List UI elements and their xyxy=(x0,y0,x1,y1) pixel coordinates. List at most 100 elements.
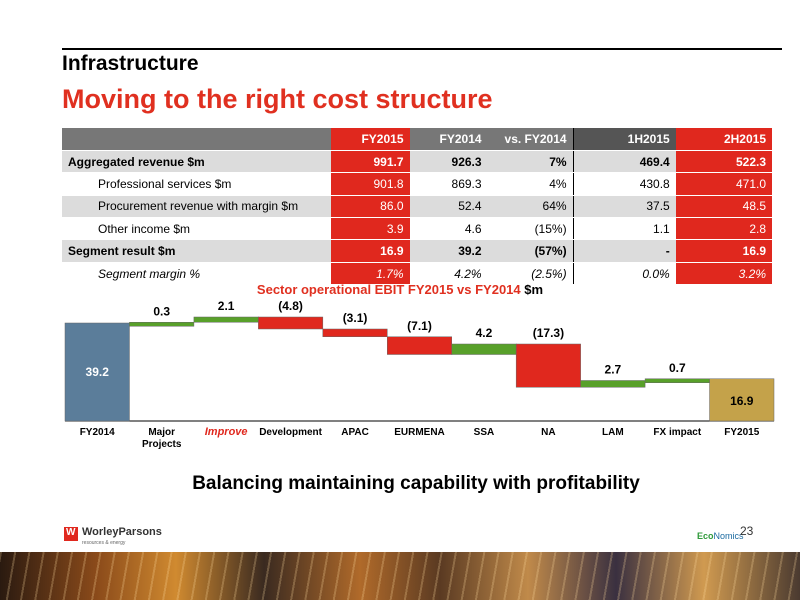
table-cell: 4.2% xyxy=(409,262,488,286)
table-cell: (15%) xyxy=(487,217,574,241)
table-header-cell xyxy=(62,128,332,151)
data-label: (7.1) xyxy=(407,319,432,333)
table-header-cell: FY2014 xyxy=(409,128,488,151)
row-label: Other income $m xyxy=(62,217,332,241)
table-row: Segment result $m 16.9 39.2 (57%) - 16.9 xyxy=(62,239,772,263)
waterfall-bar xyxy=(193,316,259,323)
table-header-cell: vs. FY2014 xyxy=(487,128,574,151)
section-title: Infrastructure xyxy=(62,52,199,75)
waterfall-bar xyxy=(64,322,130,422)
waterfall-bar xyxy=(644,378,710,383)
table-cell: 16.9 xyxy=(331,239,410,263)
page-title: Moving to the right cost structure xyxy=(62,84,493,114)
table-row: Professional services $m 901.8 869.3 4% … xyxy=(62,172,772,196)
table-cell: 1.1 xyxy=(573,217,676,241)
table-header-cell: FY2015 xyxy=(331,128,410,151)
row-label: Aggregated revenue $m xyxy=(62,150,332,174)
category-label: FY2015 xyxy=(724,427,759,438)
worleyparsons-logo-icon xyxy=(64,527,78,541)
table-cell: 522.3 xyxy=(675,150,772,174)
category-label: EURMENA xyxy=(394,427,445,438)
header-rule xyxy=(62,48,782,50)
table-cell: 926.3 xyxy=(409,150,488,174)
data-label: (4.8) xyxy=(278,299,303,313)
table-cell: 4.6 xyxy=(409,217,488,241)
table-cell: 52.4 xyxy=(409,195,488,219)
table-cell: 4% xyxy=(487,172,574,196)
table-cell: 16.9 xyxy=(675,239,772,263)
waterfall-bar xyxy=(258,316,324,330)
table-cell: 3.9 xyxy=(331,217,410,241)
waterfall-bar xyxy=(515,343,581,388)
data-label: 2.1 xyxy=(218,299,235,313)
category-label: Major xyxy=(148,427,175,438)
table-row: Segment margin % 1.7% 4.2% (2.5%) 0.0% 3… xyxy=(62,262,772,286)
table-cell: 7% xyxy=(487,150,574,174)
table-cell: 48.5 xyxy=(675,195,772,219)
data-label: 0.7 xyxy=(669,361,686,375)
data-label: (3.1) xyxy=(343,311,368,325)
table-row: Other income $m 3.9 4.6 (15%) 1.1 2.8 xyxy=(62,217,772,241)
table-cell: 901.8 xyxy=(331,172,410,196)
table-cell: 471.0 xyxy=(675,172,772,196)
data-label: (17.3) xyxy=(533,326,564,340)
chart-title-text: Sector operational EBIT FY2015 vs FY2014 xyxy=(256,282,521,297)
category-label: FY2014 xyxy=(80,427,115,438)
data-label: 4.2 xyxy=(476,326,493,340)
economics-logo-prefix: Eco xyxy=(697,531,714,541)
tagline: Balancing maintaining capability with pr… xyxy=(192,473,640,494)
row-label: Segment result $m xyxy=(62,239,332,263)
data-label: 39.2 xyxy=(86,365,110,379)
waterfall-bar xyxy=(322,328,388,337)
table-row: Aggregated revenue $m 991.7 926.3 7% 469… xyxy=(62,150,772,174)
category-label: SSA xyxy=(474,427,495,438)
table-cell: 39.2 xyxy=(409,239,488,263)
row-label: Procurement revenue with margin $m xyxy=(62,195,332,219)
table-cell: - xyxy=(573,239,676,263)
data-label: 16.9 xyxy=(730,394,754,408)
table-row: Procurement revenue with margin $m 86.0 … xyxy=(62,195,772,219)
data-label: 2.7 xyxy=(605,363,622,377)
table-header-cell: 1H2015 xyxy=(573,128,676,151)
economics-logo-suffix: Nomics xyxy=(713,531,744,541)
table-cell: 37.5 xyxy=(573,195,676,219)
table-cell: 64% xyxy=(487,195,574,219)
table-cell: 2.8 xyxy=(675,217,772,241)
waterfall-bar xyxy=(129,322,195,327)
table-cell: 469.4 xyxy=(573,150,676,174)
financial-table: FY2015 FY2014 vs. FY2014 1H2015 2H2015 A… xyxy=(62,128,772,286)
category-label: LAM xyxy=(602,427,624,438)
chart-title-unit: $m xyxy=(524,282,544,297)
data-label: 0.3 xyxy=(153,304,170,318)
table-header-row: FY2015 FY2014 vs. FY2014 1H2015 2H2015 xyxy=(62,128,772,151)
table-header-cell: 2H2015 xyxy=(675,128,772,151)
company-logo-text: WorleyParsons xyxy=(82,526,162,538)
table-cell: (57%) xyxy=(487,239,574,263)
waterfall-bar xyxy=(580,380,646,388)
logo-mark: W xyxy=(66,527,76,538)
category-label: Projects xyxy=(142,439,182,450)
table-cell: 869.3 xyxy=(409,172,488,196)
waterfall-bar xyxy=(451,343,517,355)
category-label: NA xyxy=(541,427,555,438)
category-label: Improve xyxy=(205,426,248,438)
chart-title: Sector operational EBIT FY2015 vs FY2014… xyxy=(0,282,800,297)
economics-logo: EcoNomics xyxy=(697,531,744,541)
row-label: Professional services $m xyxy=(62,172,332,196)
waterfall-bar xyxy=(387,336,452,355)
page-number: 23 xyxy=(740,524,754,538)
company-logo-sub: resources & energy xyxy=(82,540,126,546)
table-cell: 991.7 xyxy=(331,150,410,174)
table-cell: 0.0% xyxy=(573,262,676,286)
category-label: APAC xyxy=(341,427,369,438)
row-label: Segment margin % xyxy=(62,262,332,286)
footer-photo-strip xyxy=(0,552,800,600)
waterfall-bar xyxy=(709,378,775,422)
table-cell: 430.8 xyxy=(573,172,676,196)
category-label: Development xyxy=(259,427,322,438)
table-cell: (2.5%) xyxy=(487,262,574,286)
table-cell: 86.0 xyxy=(331,195,410,219)
category-label: FX impact xyxy=(653,427,701,438)
table-cell: 1.7% xyxy=(331,262,410,286)
